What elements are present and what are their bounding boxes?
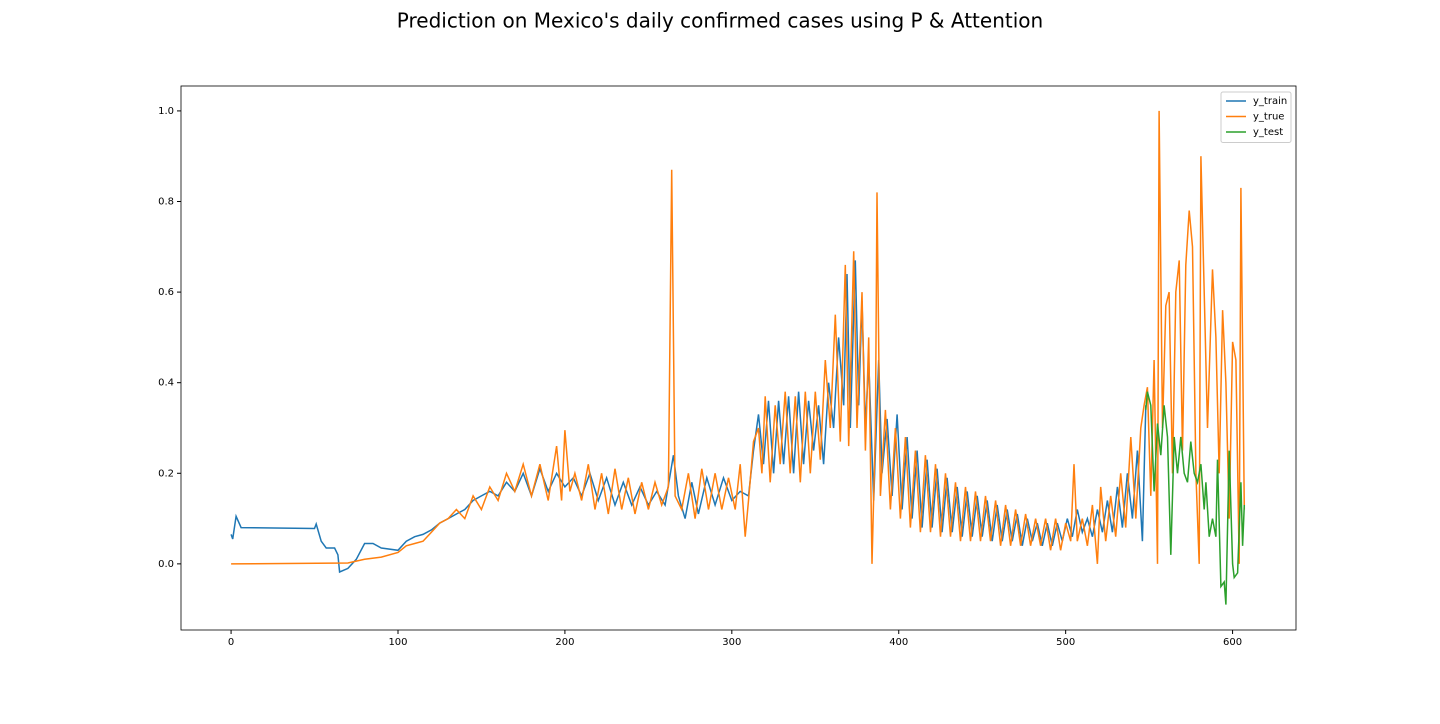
- y-tick-label: 0.0: [158, 559, 174, 570]
- legend-label: y_test: [1253, 127, 1283, 138]
- legend-label: y_true: [1253, 112, 1284, 123]
- legend-box: [1220, 91, 1292, 143]
- y-tick-label: 0.8: [158, 197, 174, 208]
- y-tick-label: 0.6: [158, 287, 174, 298]
- x-tick-label: 500: [1056, 637, 1075, 648]
- x-tick-label: 600: [1223, 637, 1242, 648]
- plot-frame: [180, 85, 1297, 631]
- x-tick-label: 0: [228, 637, 234, 648]
- x-tick-label: 300: [722, 637, 741, 648]
- line: [230, 260, 1147, 574]
- chart-title: Prediction on Mexico's daily confirmed c…: [397, 9, 1043, 33]
- x-tick-label: 400: [889, 637, 908, 648]
- y-tick-label: 1.0: [158, 106, 174, 117]
- x-tick-label: 100: [388, 637, 407, 648]
- line: [1145, 391, 1246, 605]
- legend-label: y_train: [1253, 96, 1287, 107]
- line: [231, 110, 1246, 565]
- y-tick-label: 0.4: [158, 378, 174, 389]
- y-tick-label: 0.2: [158, 468, 174, 479]
- x-tick-label: 200: [555, 637, 574, 648]
